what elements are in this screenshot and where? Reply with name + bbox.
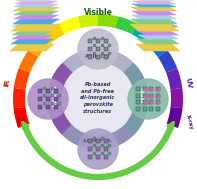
Circle shape: [78, 129, 118, 169]
Polygon shape: [78, 14, 98, 28]
Wedge shape: [98, 64, 148, 134]
Polygon shape: [139, 21, 177, 24]
Polygon shape: [131, 7, 177, 11]
Polygon shape: [12, 35, 52, 39]
Polygon shape: [59, 16, 81, 34]
Text: UV: UV: [185, 77, 192, 89]
Wedge shape: [48, 64, 98, 134]
Polygon shape: [11, 27, 53, 31]
Circle shape: [28, 79, 68, 119]
Polygon shape: [12, 24, 60, 31]
Polygon shape: [19, 50, 38, 73]
Polygon shape: [136, 44, 180, 51]
Text: ABIn₂IX₃: ABIn₂IX₃: [85, 53, 111, 59]
Polygon shape: [15, 1, 57, 4]
Polygon shape: [130, 24, 178, 31]
Circle shape: [48, 49, 148, 149]
Text: Visible: Visible: [84, 8, 112, 17]
Circle shape: [128, 79, 168, 119]
Polygon shape: [28, 35, 50, 57]
Polygon shape: [16, 0, 56, 1]
Polygon shape: [138, 31, 178, 35]
Text: A₃B₂(B’B″)₂X₉: A₃B₂(B’B″)₂X₉: [83, 139, 113, 143]
Polygon shape: [14, 107, 29, 128]
Polygon shape: [14, 11, 58, 15]
Polygon shape: [134, 0, 174, 1]
Polygon shape: [167, 107, 182, 128]
Polygon shape: [14, 15, 58, 19]
Polygon shape: [14, 68, 30, 89]
Polygon shape: [12, 31, 52, 35]
Polygon shape: [42, 24, 64, 44]
Circle shape: [62, 63, 134, 135]
Polygon shape: [166, 68, 182, 89]
Polygon shape: [138, 24, 178, 27]
Polygon shape: [137, 27, 179, 31]
Polygon shape: [137, 39, 179, 44]
Polygon shape: [131, 19, 177, 24]
Polygon shape: [133, 1, 175, 4]
Wedge shape: [63, 49, 133, 99]
Polygon shape: [146, 35, 168, 57]
Polygon shape: [14, 4, 58, 7]
Polygon shape: [138, 35, 178, 39]
Text: Pb-based
and Pb-free
all-inorganic
perovskite
structures: Pb-based and Pb-free all-inorganic perov…: [80, 82, 116, 114]
Polygon shape: [10, 44, 54, 51]
Text: X-ray: X-ray: [185, 114, 194, 131]
Polygon shape: [132, 15, 176, 19]
Text: A₂BX₄: A₂BX₄: [138, 88, 143, 104]
Text: IR: IR: [4, 79, 11, 88]
Polygon shape: [13, 21, 51, 24]
Polygon shape: [12, 24, 52, 27]
Polygon shape: [13, 7, 59, 11]
Wedge shape: [63, 99, 133, 149]
Polygon shape: [98, 14, 118, 28]
Text: A₂B’B″X₆: A₂B’B″X₆: [52, 85, 58, 107]
Polygon shape: [13, 88, 26, 108]
Polygon shape: [13, 19, 59, 24]
Polygon shape: [132, 4, 176, 7]
Polygon shape: [115, 16, 137, 34]
Polygon shape: [11, 39, 53, 44]
Polygon shape: [158, 50, 177, 73]
Polygon shape: [170, 88, 183, 108]
Polygon shape: [132, 24, 154, 44]
Circle shape: [78, 29, 118, 69]
Polygon shape: [132, 11, 176, 15]
